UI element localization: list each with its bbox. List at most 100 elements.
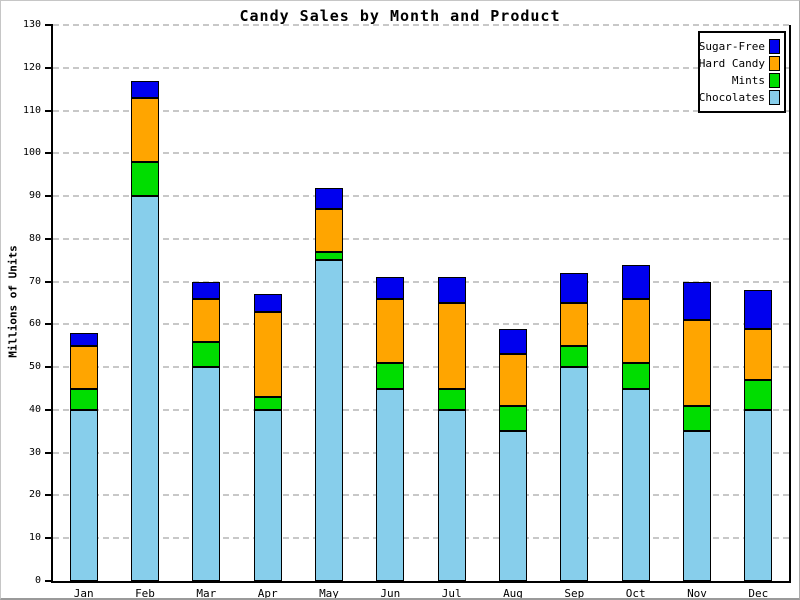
legend-item-chocolates: Chocolates — [699, 89, 780, 106]
bar-segment-jul-mints — [437, 388, 466, 410]
y-tick-label-40: 40 — [28, 403, 41, 415]
legend-item-sugar-free: Sugar-Free — [699, 38, 780, 55]
y-tick-10 — [45, 537, 53, 540]
gridline-110 — [53, 109, 789, 112]
bar-segment-dec-sugar-free — [744, 290, 773, 329]
gridline-10 — [53, 537, 789, 540]
bar-segment-feb-mints — [131, 161, 159, 197]
bar-segment-oct-hard-candy — [621, 298, 650, 363]
y-tick-label-0: 0 — [34, 575, 41, 586]
bar-segment-jul-chocolates — [437, 409, 466, 581]
bar-segment-nov-hard-candy — [683, 320, 711, 406]
x-label-oct: Oct — [625, 587, 646, 600]
bar-segment-mar-mints — [192, 341, 221, 368]
x-label-may: May — [319, 587, 339, 600]
legend-label: Mints — [731, 74, 765, 87]
legend-swatch-icon — [769, 39, 780, 54]
y-tick-40 — [45, 408, 53, 411]
y-tick-label-130: 130 — [22, 19, 41, 30]
gridline-20 — [53, 494, 789, 497]
bar-segment-dec-hard-candy — [744, 328, 773, 380]
x-label-mar: Mar — [196, 587, 217, 600]
y-tick-label-110: 110 — [22, 104, 41, 116]
y-tick-label-30: 30 — [28, 446, 41, 458]
x-label-nov: Nov — [687, 587, 707, 600]
bar-segment-mar-chocolates — [192, 367, 221, 581]
bar-segment-aug-chocolates — [499, 431, 527, 581]
bar-segment-jun-mints — [376, 362, 405, 389]
legend-swatch-icon — [769, 56, 780, 71]
gridline-50 — [53, 366, 789, 369]
y-tick-80 — [45, 237, 53, 240]
gridline-80 — [53, 237, 789, 240]
bar-segment-aug-hard-candy — [499, 354, 527, 406]
bar-segment-may-sugar-free — [315, 187, 343, 209]
y-tick-20 — [45, 494, 53, 497]
y-tick-90 — [45, 195, 53, 198]
bar-segment-sep-hard-candy — [560, 303, 589, 346]
bar-segment-nov-chocolates — [683, 431, 711, 581]
x-label-feb: Feb — [135, 587, 155, 600]
gridline-130 — [53, 24, 789, 26]
gridline-60 — [53, 323, 789, 326]
bar-segment-mar-sugar-free — [192, 281, 221, 299]
bar-segment-apr-hard-candy — [253, 311, 282, 398]
legend-label: Chocolates — [698, 91, 765, 104]
bar-segment-may-mints — [315, 251, 343, 261]
bar-segment-nov-mints — [683, 405, 711, 432]
bar-segment-jan-mints — [69, 388, 98, 410]
bar-segment-feb-hard-candy — [131, 97, 159, 162]
x-label-jul: Jul — [441, 587, 462, 600]
bar-segment-nov-sugar-free — [683, 281, 711, 321]
legend-swatch-icon — [769, 73, 780, 88]
y-tick-70 — [45, 280, 53, 283]
y-tick-label-50: 50 — [28, 361, 41, 373]
bar-segment-jun-chocolates — [376, 388, 405, 581]
bar-segment-apr-chocolates — [253, 409, 282, 581]
gridline-90 — [53, 195, 789, 198]
gridline-40 — [53, 408, 789, 411]
x-label-dec: Dec — [748, 587, 769, 600]
y-tick-130 — [45, 24, 53, 26]
y-tick-label-90: 90 — [28, 190, 41, 202]
bar-segment-sep-mints — [560, 345, 589, 368]
y-tick-label-60: 60 — [28, 318, 41, 330]
bar-segment-feb-chocolates — [131, 196, 159, 581]
bar-segment-oct-chocolates — [621, 388, 650, 581]
y-tick-60 — [45, 323, 53, 326]
y-tick-label-20: 20 — [28, 489, 41, 501]
y-tick-120 — [45, 66, 53, 69]
legend-item-mints: Mints — [704, 72, 780, 89]
bar-segment-may-chocolates — [315, 260, 343, 581]
bar-segment-jan-sugar-free — [69, 332, 98, 346]
bar-segment-dec-chocolates — [744, 409, 773, 581]
y-tick-30 — [45, 451, 53, 454]
bar-segment-jun-hard-candy — [376, 298, 405, 363]
bar-segment-aug-sugar-free — [499, 328, 527, 355]
y-tick-label-80: 80 — [28, 232, 41, 244]
bar-segment-sep-chocolates — [560, 367, 589, 581]
bar-segment-feb-sugar-free — [131, 80, 159, 98]
y-tick-label-10: 10 — [28, 532, 41, 544]
x-label-sep: Sep — [564, 587, 585, 600]
bar-segment-jul-hard-candy — [437, 303, 466, 389]
legend-label: Hard Candy — [698, 57, 765, 70]
legend-label: Sugar-Free — [698, 40, 765, 53]
plot-area: 0 10 20 30 40 50 60 70 80 90 100 110 120 130 Jan Feb Ma… — [23, 20, 791, 598]
y-axis-title: Millions of Units — [6, 245, 20, 358]
legend-item-hard-candy: Hard Candy — [699, 55, 780, 72]
gridline-30 — [53, 451, 789, 454]
y-tick-100 — [45, 152, 53, 155]
x-label-jun: Jun — [380, 587, 401, 600]
bar-segment-dec-mints — [744, 380, 773, 410]
bar-segment-oct-mints — [621, 362, 650, 389]
bar-segment-oct-sugar-free — [621, 264, 650, 299]
x-label-apr: Apr — [257, 587, 278, 600]
gridline-120 — [53, 66, 789, 69]
gridline-70 — [53, 280, 789, 283]
legend-swatch-icon — [769, 90, 780, 105]
bar-segment-jun-sugar-free — [376, 277, 405, 299]
legend-box: Sugar-Free Hard Candy Mints Chocolates — [698, 31, 786, 113]
bar-segment-may-hard-candy — [315, 208, 343, 252]
